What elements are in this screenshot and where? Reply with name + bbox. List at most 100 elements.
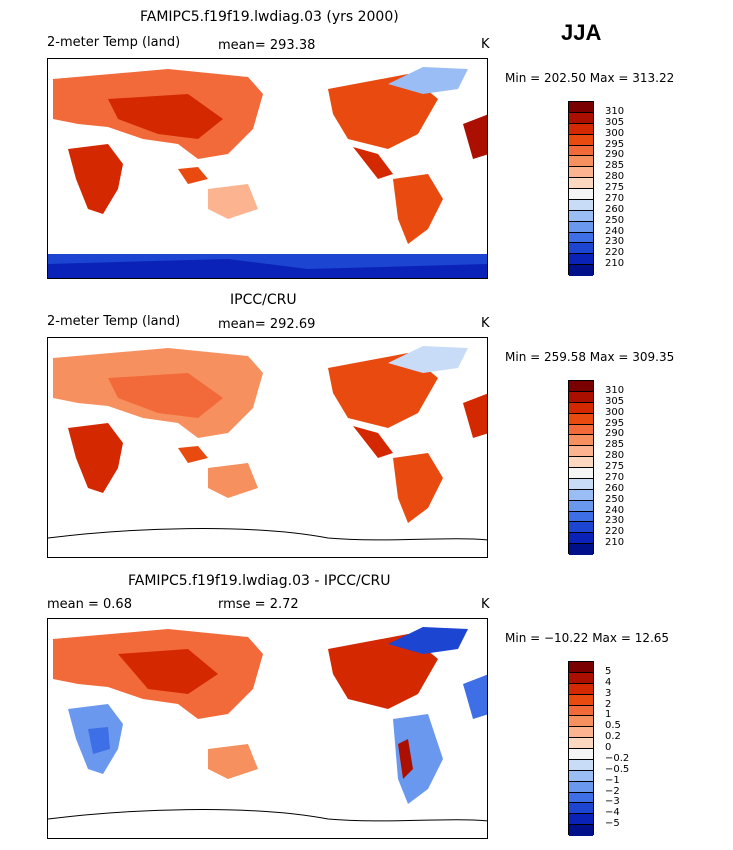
panel3-units: K [481, 597, 490, 612]
panel2-variable: 2-meter Temp (land) [47, 314, 181, 329]
colorbar-tick-label: 295 [605, 417, 625, 429]
colorbar-segment [569, 402, 593, 414]
panel2-minmax: Min = 259.58 Max = 309.35 [505, 350, 675, 364]
colorbar-tick-label: 5 [605, 665, 612, 677]
colorbar-tick-label: −1 [605, 774, 620, 786]
colorbar-segment [569, 489, 593, 501]
panel2-units: K [481, 316, 490, 331]
colorbar-segment [569, 672, 593, 684]
colorbar-tick-label: 230 [605, 236, 625, 248]
colorbar-tick-label: 220 [605, 247, 625, 259]
colorbar-segment [569, 457, 593, 468]
colorbar-segment [569, 391, 593, 403]
colorbar-segment [569, 123, 593, 135]
colorbar-tick-label: 0.5 [605, 720, 621, 732]
colorbar-tick-label: 210 [605, 537, 625, 549]
colorbar-segment [569, 468, 593, 479]
panel1-units: K [481, 37, 490, 52]
panel2-mean: mean= 292.69 [218, 317, 316, 332]
colorbar-tick-label: 260 [605, 482, 625, 494]
colorbar-segment [569, 738, 593, 749]
colorbar-segment [569, 254, 593, 266]
panel2-title: IPCC/CRU [230, 292, 297, 308]
colorbar-segment [569, 694, 593, 706]
panel3-land [48, 627, 487, 822]
panel3-title: FAMIPC5.f19f19.lwdiag.03 - IPCC/CRU [128, 573, 391, 589]
colorbar-segment [569, 134, 593, 146]
panel3-rmse: rmse = 2.72 [218, 597, 299, 612]
colorbar-segment [569, 803, 593, 815]
colorbar-tick-label: 2 [605, 698, 612, 710]
panel2-land [48, 346, 487, 541]
colorbar-segment [569, 781, 593, 793]
colorbar-tick-label: 305 [605, 116, 625, 128]
colorbar-segment [569, 102, 593, 113]
panel2-map-svg [48, 346, 487, 541]
colorbar-segment [569, 210, 593, 222]
colorbar-tick-label: −0.2 [605, 752, 630, 764]
colorbar-segment [569, 533, 593, 545]
colorbar-segment [569, 381, 593, 392]
colorbar-tick-label: −2 [605, 785, 620, 797]
colorbar-segment [569, 145, 593, 157]
colorbar-tick-label: 280 [605, 171, 625, 183]
panel3-map [47, 618, 488, 839]
colorbar-segment [569, 178, 593, 189]
colorbar-segment [569, 446, 593, 458]
panel3-mean: mean = 0.68 [47, 597, 132, 612]
colorbar-tick-label: 0 [605, 742, 612, 753]
panel2-colorbar [568, 380, 594, 555]
panel1-variable: 2-meter Temp (land) [47, 35, 181, 50]
colorbar-segment [569, 413, 593, 425]
colorbar-tick-label: 275 [605, 182, 625, 193]
colorbar-tick-label: −3 [605, 796, 620, 808]
panel1-colorbar [568, 101, 594, 276]
panel1-minmax: Min = 202.50 Max = 313.22 [505, 71, 675, 85]
colorbar-segment [569, 265, 593, 276]
colorbar-segment [569, 112, 593, 124]
colorbar-segment [569, 662, 593, 673]
panel3-minmax: Min = −10.22 Max = 12.65 [505, 631, 670, 645]
colorbar-tick-label: 230 [605, 515, 625, 527]
colorbar-tick-label: 270 [605, 471, 625, 483]
colorbar-tick-label: 260 [605, 203, 625, 215]
colorbar-tick-label: 310 [605, 105, 625, 117]
colorbar-tick-label: 210 [605, 258, 625, 270]
panel3-map-svg [48, 627, 487, 822]
colorbar-tick-label: 285 [605, 160, 625, 172]
colorbar-tick-label: 275 [605, 461, 625, 472]
colorbar-segment [569, 424, 593, 436]
colorbar-segment [569, 683, 593, 695]
colorbar-tick-label: 240 [605, 225, 625, 237]
panel1-map-svg [48, 67, 487, 278]
colorbar-tick-label: 0.2 [605, 731, 621, 743]
colorbar-tick-label: 285 [605, 439, 625, 451]
panel1-title: FAMIPC5.f19f19.lwdiag.03 (yrs 2000) [140, 9, 399, 25]
colorbar-tick-label: 280 [605, 450, 625, 462]
colorbar-tick-label: 250 [605, 493, 625, 505]
colorbar-tick-label: 250 [605, 214, 625, 226]
colorbar-tick-label: −5 [605, 818, 620, 830]
colorbar-segment [569, 727, 593, 739]
colorbar-segment [569, 500, 593, 512]
panel3-colorbar [568, 661, 594, 836]
colorbar-segment [569, 232, 593, 244]
colorbar-tick-label: −0.5 [605, 763, 630, 775]
colorbar-tick-label: 290 [605, 149, 625, 161]
colorbar-segment [569, 522, 593, 534]
colorbar-segment [569, 478, 593, 490]
colorbar-segment [569, 792, 593, 804]
colorbar-segment [569, 825, 593, 836]
colorbar-tick-label: 305 [605, 395, 625, 407]
colorbar-segment [569, 167, 593, 179]
panel1-mean: mean= 293.38 [218, 38, 316, 53]
colorbar-segment [569, 156, 593, 168]
colorbar-tick-label: 240 [605, 504, 625, 516]
colorbar-tick-label: 270 [605, 192, 625, 204]
colorbar-tick-label: 1 [605, 709, 612, 721]
colorbar-tick-label: 220 [605, 526, 625, 538]
colorbar-segment [569, 199, 593, 211]
colorbar-segment [569, 221, 593, 233]
colorbar-segment [569, 243, 593, 255]
panel1-land [48, 67, 487, 278]
